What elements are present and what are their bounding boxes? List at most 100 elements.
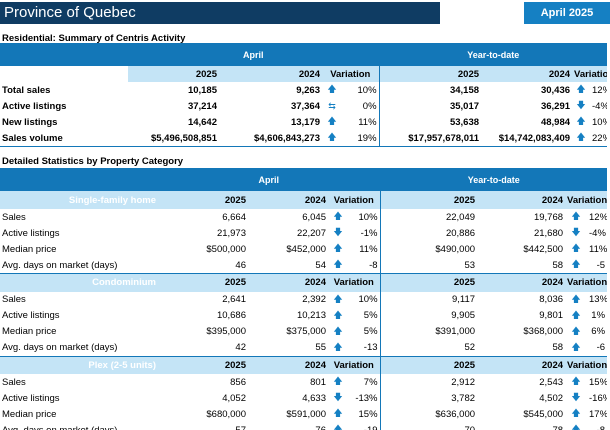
col-header-2025: 2025 [158,356,248,374]
value-ytd-2025: 22,049 [379,209,478,225]
arrow-up-icon: 🡅 [565,422,588,430]
row-label: Median price [2,408,57,420]
row-label: Active listings [2,392,60,404]
value-ytd-2024: 48,984 [540,116,571,128]
variation-ytd: 11% [589,243,608,255]
value-april-2024: 4,633 [302,392,326,404]
value-april-2024: 10,213 [296,310,326,321]
arrow-up-icon: 🡅 [571,293,581,304]
value-april-2025: 10,185 [187,84,217,96]
value-ytd-2025: 53 [379,257,478,274]
arrow-up-icon: 🡅 [571,325,581,336]
arrow-down-icon: 🡇 [576,100,586,110]
arrow-up-icon: 🡅 [333,293,343,304]
value-ytd-2025: 9,905 [379,307,478,324]
variation-ytd: -6 [587,339,608,357]
value-ytd-2024: 21,680 [533,227,564,239]
arrow-down-icon: 🡇 [571,392,581,402]
row-label: Avg. days on market (days) [0,339,158,357]
value-april-2024: 2,392 [302,294,326,305]
col-header-variation: Variation [328,273,381,292]
value-april-2025: 21,973 [216,227,246,239]
arrow-up-icon: 🡅 [572,130,591,147]
row-label: Sales [2,211,26,223]
variation-april: -19 [348,422,381,430]
arrow-up-icon: 🡅 [333,211,343,221]
arrow-up-icon: 🡅 [327,84,337,94]
arrow-up-icon: 🡅 [565,339,588,357]
table-row: Avg. days on market (days) 46 54 🡅 -8 53 58 🡅 -5 [0,257,608,274]
variation-april: 10% [357,84,377,96]
value-ytd-2024: 9,801 [539,310,564,321]
arrow-up-icon: 🡅 [322,130,342,147]
arrow-up-icon: 🡅 [333,243,343,253]
arrow-up-icon: 🡅 [571,211,581,221]
value-april-2025: 42 [158,339,248,357]
value-ytd-2024: $14,742,083,409 [481,130,573,147]
table-row: Sales 2,641 2,392 🡅 10% 9,117 8,036 🡅 13% [0,291,607,308]
variation-ytd: 12% [589,211,608,223]
value-april-2025: 2,641 [222,294,246,305]
value-april-2024: 76 [248,422,328,430]
value-ytd-2025: 9,117 [379,291,478,308]
arrow-up-icon: 🡅 [576,116,586,126]
period-badge: April 2025 [524,2,610,24]
arrow-up-icon: 🡅 [328,257,348,274]
value-ytd-2025: $17,957,678,011 [378,130,482,147]
col-header-variation: Variation [322,66,380,82]
variation-ytd: 1% [591,310,606,321]
row-label: Median price [2,243,57,255]
col-header-variation: Variation [328,191,381,209]
value-ytd-2025: 35,017 [378,98,482,114]
col-header-2024: 2024 [219,66,322,82]
variation-ytd: -16% [589,392,607,404]
value-april-2024: 801 [310,376,326,388]
arrow-up-icon: 🡅 [333,325,343,336]
table-row: Avg. days on market (days) 42 55 🡅 -13 52 58 🡅 -… [0,339,608,357]
category-label: Condominium [0,273,158,292]
variation-april: 5% [363,326,378,337]
value-april-2025: $500,000 [206,243,246,255]
variation-april: 11% [358,116,377,128]
value-april-2025: 57 [158,422,248,430]
summary-table: April Year-to-date 2025 2024 Variation 2… [0,43,608,147]
col-header-2025: 2025 [379,273,478,292]
value-ytd-2025: $636,000 [379,406,478,422]
variation-april: 10% [358,294,378,305]
value-april-2025: $680,000 [206,408,246,420]
variation-ytd: 12% [592,84,607,96]
no-change-icon: ⇆ [328,100,336,111]
value-ytd-2025: 3,782 [379,390,478,406]
variation-ytd: 15% [589,376,608,388]
value-ytd-2025: $490,000 [379,241,478,257]
col-header-variation: Variation [328,356,381,374]
variation-ytd: 17% [589,408,608,420]
row-label: Sales [2,294,26,305]
value-april-2025: 37,214 [187,100,217,112]
value-ytd-2025: 34,158 [378,82,482,98]
value-ytd-2024: 8,036 [539,294,564,305]
value-april-2024: $591,000 [286,408,326,420]
row-label: Median price [2,326,57,337]
col-header-variation: Variation [572,66,608,82]
row-label: Active listings [2,100,67,112]
value-april-2024: 54 [248,257,328,274]
col-header-variation: Variation [565,191,608,209]
col-header-2025: 2025 [158,273,248,292]
value-ytd-2024: $368,000 [523,326,564,337]
table-row: Median price $500,000 $452,000 🡅 11% $490,000… [0,241,607,257]
value-april-2024: 6,045 [302,211,326,223]
variation-april: 0% [362,100,377,112]
table-row: Active listings 37,214 37,364 ⇆ 0% 35,017 36,2… [0,98,607,114]
category-label: Plex (2-5 units) [0,356,158,374]
col-header-2024: 2024 [477,191,566,209]
arrow-up-icon: 🡅 [328,422,348,430]
value-april-2025: 10,686 [216,310,246,321]
col-header-2025: 2025 [379,356,478,374]
variation-april: 19% [342,130,380,147]
value-ytd-2024: 58 [477,339,566,357]
table-row: Active listings 21,973 22,207 🡇 -1% 20,886 21,… [0,225,607,241]
table-row: Active listings 4,052 4,633 🡇 -13% 3,782 4,502… [0,390,607,406]
value-april-2024: 37,364 [290,100,320,112]
value-ytd-2025: $391,000 [379,323,478,340]
